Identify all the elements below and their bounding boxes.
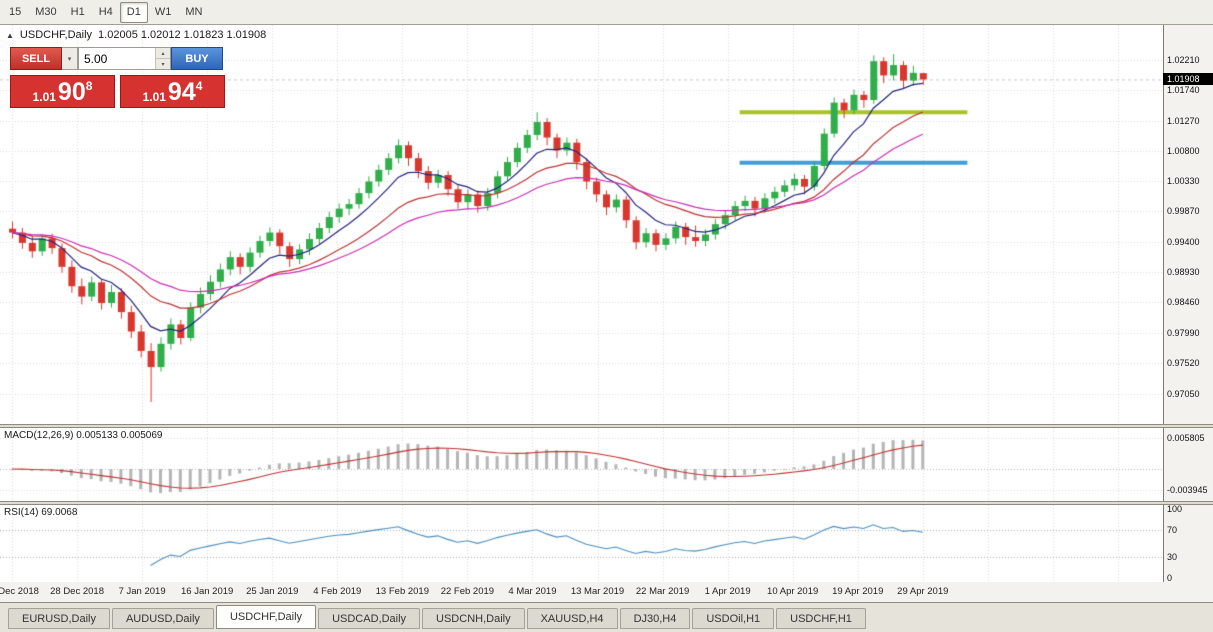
ask-price-point: 4: [195, 79, 203, 93]
ask-price-pips: 94: [167, 78, 196, 106]
rsi-panel: 100 70 30 0 RSI(14) 69.0068: [0, 504, 1213, 583]
spinner-down-icon: ▾: [161, 61, 165, 68]
timeframe-toolbar: 15 M30 H1 H4 D1 W1 MN: [0, 0, 1213, 25]
timeframe-button-m30[interactable]: M30: [35, 6, 57, 18]
rsi-axis: 100 70 30 0: [1163, 504, 1213, 583]
axis-label: 0.97520: [1167, 358, 1200, 369]
ask-price-main: 1.01: [142, 90, 166, 104]
chart-tab-usdchf-h1[interactable]: USDCHF,H1: [776, 608, 866, 629]
axis-label: 0.99400: [1167, 236, 1200, 247]
axis-label: 1.00800: [1167, 146, 1200, 157]
chevron-down-icon: ▾: [67, 55, 72, 63]
chart-tabs-bar: EURUSD,Daily AUDUSD,Daily USDCHF,Daily USDC…: [0, 602, 1213, 632]
axis-label: 0: [1167, 573, 1173, 583]
price-axis: 1.02210 1.01740 1.01270 1.00800 1.00330 0.998…: [1163, 25, 1213, 424]
date-label: 28 Dec 2018: [50, 586, 104, 597]
bid-price-main: 1.01: [32, 90, 56, 104]
axis-label: 70: [1167, 524, 1178, 535]
panel-splitter[interactable]: [0, 424, 1213, 428]
trade-prices-row: 1.01 90 8 1.01 94 4: [10, 75, 225, 108]
date-label: 19 Dec 2018: [0, 586, 39, 597]
buy-price-display[interactable]: 1.01 94 4: [120, 75, 225, 108]
axis-label: 1.01740: [1167, 85, 1200, 96]
axis-label: 30: [1167, 552, 1178, 563]
date-label: 29 Apr 2019: [897, 586, 949, 597]
macd-panel: 0.005805 -0.003945 MACD(12,26,9) 0.005133…: [0, 428, 1213, 501]
current-price-tag: 1.01908: [1163, 73, 1213, 86]
volume-increase-button[interactable]: ▴: [156, 48, 170, 59]
panel-splitter[interactable]: [0, 501, 1213, 505]
axis-label: 1.02210: [1167, 54, 1200, 65]
timeframe-button-w1[interactable]: W1: [154, 6, 172, 18]
date-label: 4 Feb 2019: [313, 586, 362, 597]
spinner-up-icon: ▴: [161, 50, 165, 57]
macd-axis: 0.005805 -0.003945: [1163, 428, 1213, 501]
chart-tab-eurusd-daily[interactable]: EURUSD,Daily: [8, 608, 110, 629]
date-label: 19 Apr 2019: [832, 586, 884, 597]
timeframe-button-d1[interactable]: D1: [119, 1, 148, 23]
rsi-chart-canvas[interactable]: [0, 505, 1163, 582]
chart-tab-usdoil-h1[interactable]: USDOil,H1: [692, 608, 775, 629]
volume-control: ▴ ▾: [78, 47, 171, 70]
chart-tab-xauusd-h4[interactable]: XAUUSD,H4: [526, 608, 618, 629]
timeframe-button-h4[interactable]: H4: [98, 6, 113, 18]
buy-button[interactable]: BUY: [171, 47, 223, 70]
chart-arrow-icon: ▲: [6, 30, 14, 40]
axis-label: 0.99870: [1167, 206, 1200, 217]
date-label: 7 Jan 2019: [118, 586, 166, 597]
axis-label: 0.98930: [1167, 267, 1200, 278]
volume-input[interactable]: [79, 48, 155, 69]
chart-tab-usdcnh-daily[interactable]: USDCNH,Daily: [422, 608, 525, 629]
rsi-label: RSI(14) 69.0068: [4, 507, 78, 518]
axis-label: 0.98460: [1167, 297, 1200, 308]
date-label: 25 Jan 2019: [246, 586, 299, 597]
date-label: 1 Apr 2019: [704, 586, 751, 597]
macd-label: MACD(12,26,9) 0.005133 0.005069: [4, 430, 163, 441]
date-label: 22 Feb 2019: [440, 586, 495, 597]
axis-label: 100: [1167, 504, 1183, 514]
date-label: 16 Jan 2019: [181, 586, 234, 597]
sell-price-display[interactable]: 1.01 90 8: [10, 75, 115, 108]
volume-spinner: ▴ ▾: [155, 48, 170, 69]
timeframe-button-h1[interactable]: H1: [70, 6, 85, 18]
bid-price-point: 8: [85, 79, 93, 93]
axis-label: 0.005805: [1167, 433, 1205, 444]
trade-controls-row: SELL ▾ ▴ ▾ BUY: [10, 47, 225, 70]
date-label: 13 Feb 2019: [375, 586, 430, 597]
timeframe-button-15[interactable]: 15: [9, 6, 22, 18]
axis-label: 1.00330: [1167, 176, 1200, 187]
chart-title: ▲ USDCHF,Daily 1.02005 1.02012 1.01823 1…: [6, 29, 266, 41]
axis-label: -0.003945: [1167, 485, 1208, 496]
macd-chart-canvas[interactable]: [0, 428, 1163, 501]
axis-label: 0.97990: [1167, 327, 1200, 338]
axis-label: 1.01270: [1167, 115, 1200, 126]
sell-button[interactable]: SELL: [10, 47, 62, 70]
date-label: 22 Mar 2019: [635, 586, 690, 597]
volume-dropdown-button[interactable]: ▾: [62, 47, 78, 70]
date-label: 4 Mar 2019: [508, 586, 557, 597]
volume-decrease-button[interactable]: ▾: [156, 59, 170, 69]
chart-ohlc-values: 1.02005 1.02012 1.01823 1.01908: [98, 29, 267, 41]
bid-price-pips: 90: [57, 78, 86, 106]
main-chart-panel: 1.02210 1.01740 1.01270 1.00800 1.00330 0.998…: [0, 25, 1213, 424]
chart-tab-dj30-h4[interactable]: DJ30,H4: [619, 608, 691, 629]
chart-tab-usdcad-daily[interactable]: USDCAD,Daily: [318, 608, 421, 629]
chart-tab-audusd-daily[interactable]: AUDUSD,Daily: [111, 608, 214, 629]
date-label: 13 Mar 2019: [570, 586, 625, 597]
axis-label: 0.97050: [1167, 388, 1200, 399]
chart-symbol-period: USDCHF,Daily: [19, 29, 93, 41]
date-label: 10 Apr 2019: [767, 586, 819, 597]
date-axis: 19 Dec 2018 28 Dec 2018 7 Jan 2019 16 Jan 2…: [0, 582, 1213, 602]
timeframe-button-mn[interactable]: MN: [185, 6, 203, 18]
chart-tab-usdchf-daily[interactable]: USDCHF,Daily: [215, 605, 317, 629]
